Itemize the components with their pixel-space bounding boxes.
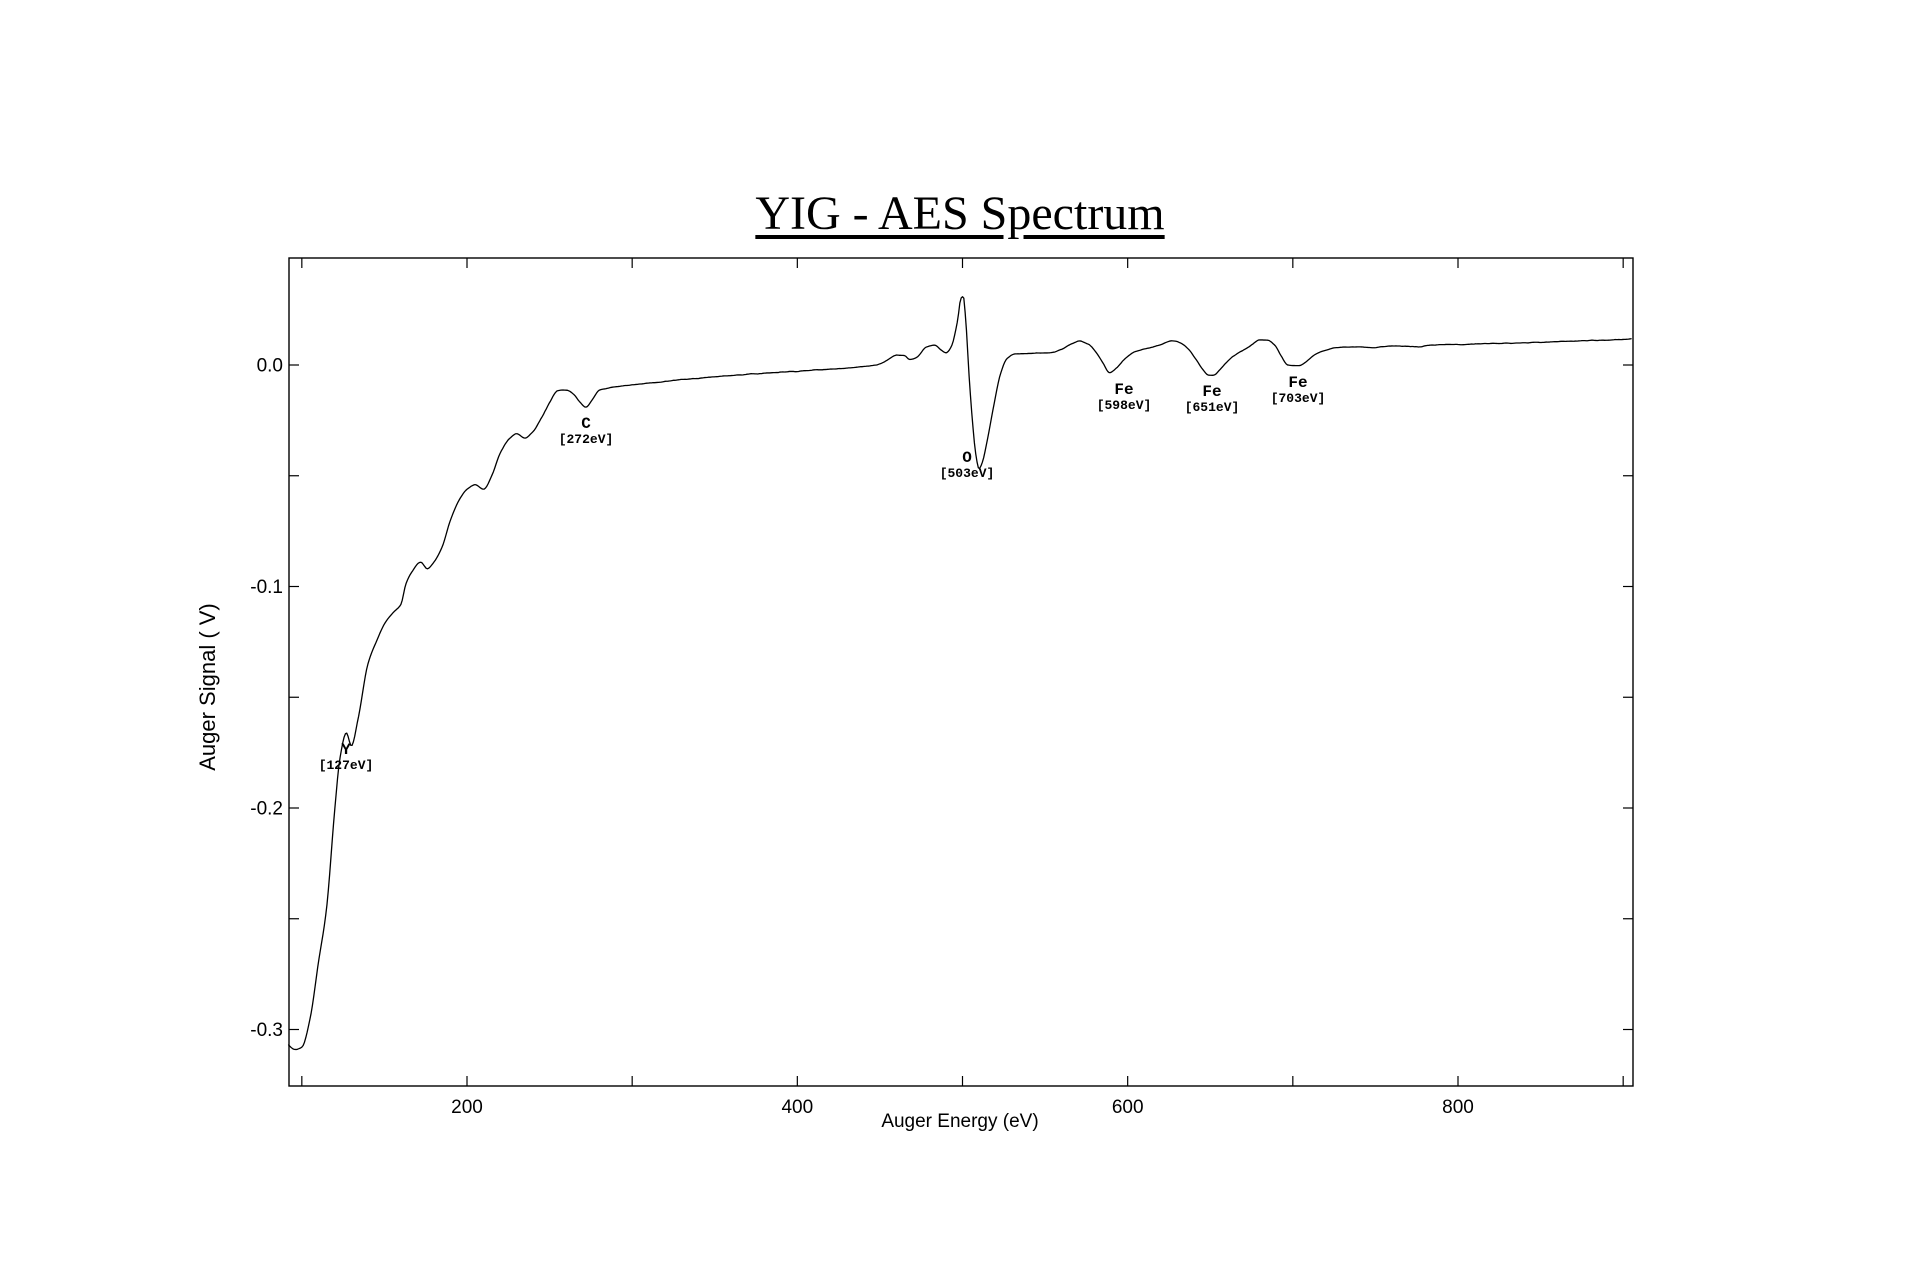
svg-text:-0.3: -0.3: [250, 1020, 283, 1041]
svg-text:-0.1: -0.1: [250, 577, 283, 598]
svg-text:0.0: 0.0: [257, 356, 283, 377]
svg-text:200: 200: [451, 1097, 483, 1118]
svg-text:400: 400: [781, 1097, 813, 1118]
svg-text:600: 600: [1112, 1097, 1144, 1118]
svg-text:800: 800: [1442, 1097, 1474, 1118]
svg-text:-0.2: -0.2: [250, 799, 283, 820]
